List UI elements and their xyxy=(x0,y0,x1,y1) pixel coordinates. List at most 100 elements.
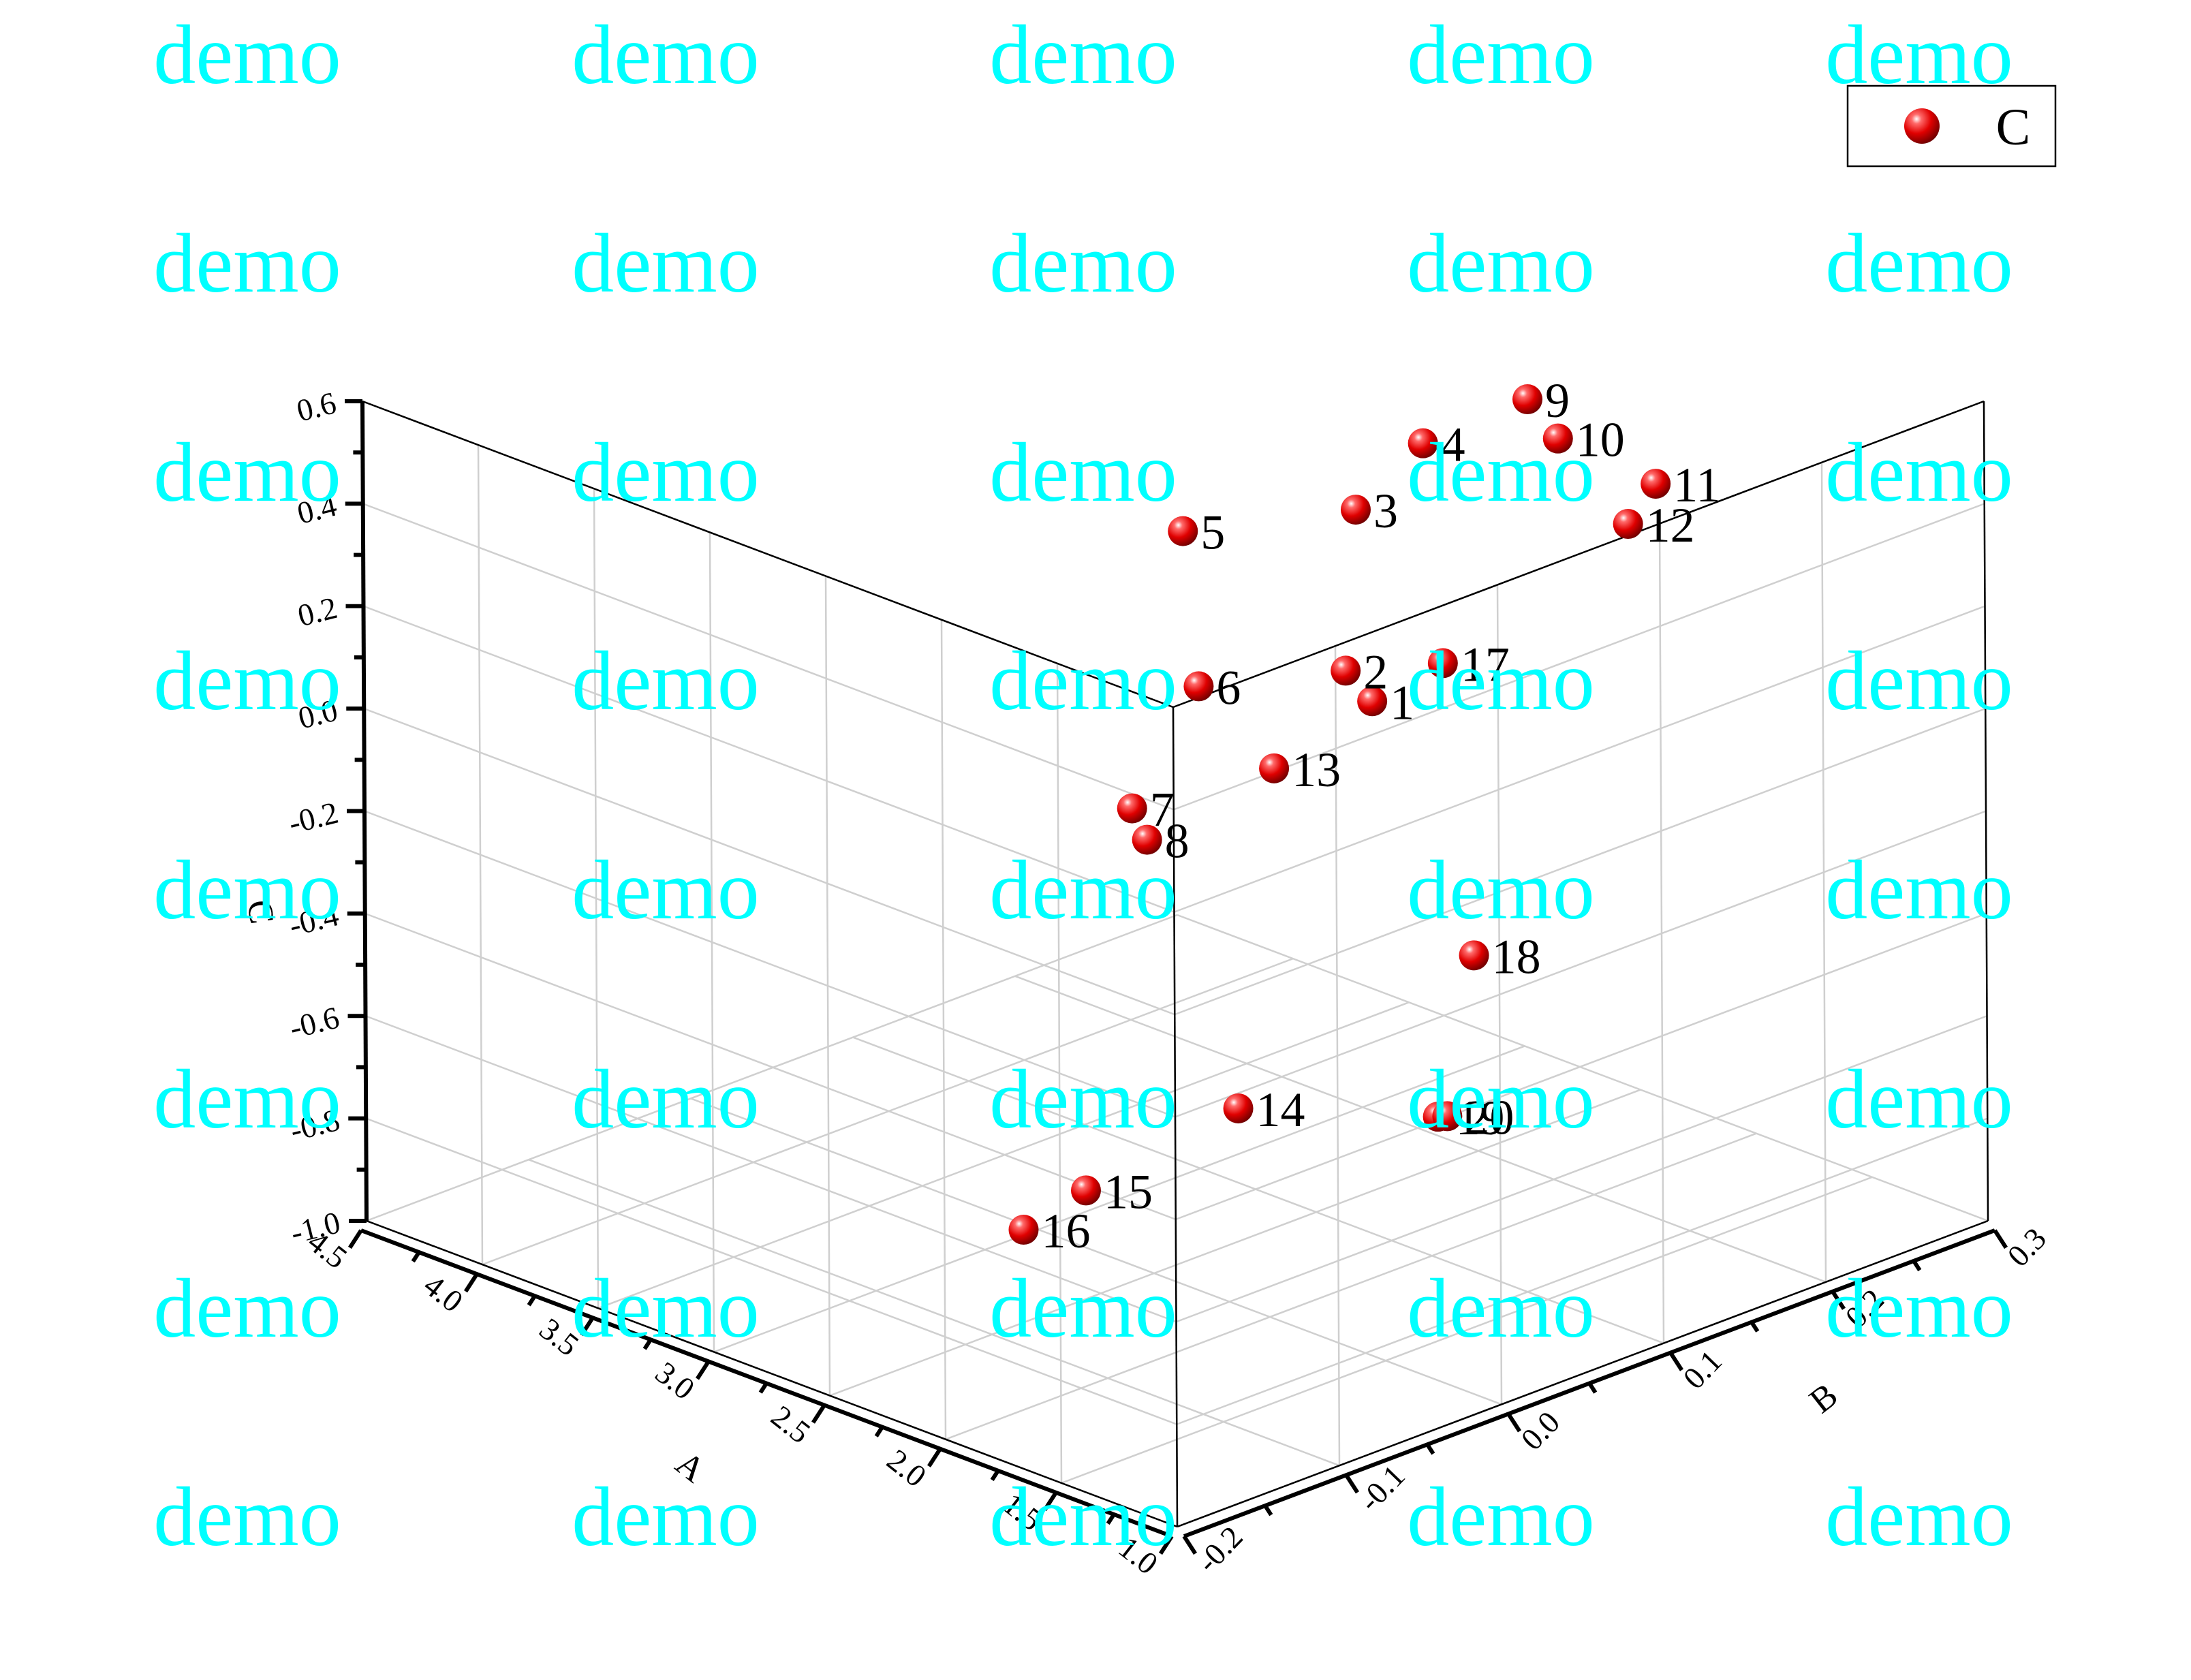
a-major-tick xyxy=(579,1316,595,1337)
b-major-tick xyxy=(1668,1351,1684,1371)
grid-line xyxy=(1014,975,1827,1283)
a-tick-label: 3.0 xyxy=(649,1355,702,1407)
grid-line xyxy=(482,957,1294,1266)
grid-line xyxy=(829,1089,1641,1397)
b-major-tick xyxy=(1831,1290,1846,1310)
box-edge xyxy=(1177,1219,1989,1528)
c-tick-label: -0.6 xyxy=(286,999,343,1045)
watermark-text: demo xyxy=(1407,843,1595,937)
watermark-text: demo xyxy=(572,1262,760,1355)
watermark-text: demo xyxy=(1825,843,2013,937)
box-edge xyxy=(1172,400,1985,709)
data-point-label: 10 xyxy=(1576,413,1625,467)
data-point xyxy=(1641,469,1671,499)
b-axis-title: B xyxy=(1803,1376,1845,1421)
b-major-tick xyxy=(1993,1229,2008,1249)
watermark-text: demo xyxy=(572,8,760,102)
grid-line xyxy=(1173,503,1985,811)
watermark-text: demo xyxy=(1407,426,1595,519)
b-tick-label: -0.1 xyxy=(1352,1458,1412,1518)
a-major-tick xyxy=(463,1273,479,1293)
watermark-text: demo xyxy=(153,843,341,937)
watermark-text: demo xyxy=(989,634,1177,728)
watermark-text: demo xyxy=(989,843,1177,937)
grid-line xyxy=(1176,1015,1987,1323)
b-minor-tick xyxy=(1912,1260,1922,1272)
b-minor-tick xyxy=(1587,1382,1598,1394)
grid-line xyxy=(363,707,1175,1016)
b-major-tick xyxy=(1182,1535,1198,1555)
data-point xyxy=(1512,384,1543,415)
a-minor-tick xyxy=(527,1294,537,1307)
watermark-text: demo xyxy=(1407,8,1595,102)
box-edge xyxy=(362,400,1174,709)
watermark-text: demo xyxy=(1825,1470,2013,1564)
b-minor-tick xyxy=(1425,1443,1435,1455)
a-minor-tick xyxy=(1106,1513,1116,1525)
data-point xyxy=(1357,686,1388,717)
data-point-label: 19 xyxy=(1456,1091,1505,1145)
grid-line xyxy=(362,503,1175,811)
watermark-text: demo xyxy=(989,1262,1177,1355)
grid-line xyxy=(1061,1176,1873,1484)
data-point xyxy=(1613,509,1643,540)
c-tick-label: 0.2 xyxy=(294,590,341,633)
watermark-text: demo xyxy=(153,1053,341,1146)
watermark-text: demo xyxy=(989,1053,1177,1146)
b-tick-label: 0.0 xyxy=(1514,1405,1567,1457)
data-point xyxy=(1168,516,1198,546)
a-tick-label: 4.0 xyxy=(418,1267,470,1319)
data-point-label: 15 xyxy=(1104,1164,1153,1219)
a-tick-label: 2.5 xyxy=(765,1399,818,1450)
watermark-text: demo xyxy=(1825,1053,2013,1146)
legend-label: C xyxy=(1996,99,2031,156)
data-point-label: 12 xyxy=(1646,498,1695,553)
grid-line xyxy=(597,1001,1410,1309)
grid-line xyxy=(528,1159,1340,1467)
watermarks: demo demo demo demo demo demo demo demo demo demo… xyxy=(153,8,2013,1564)
data-point xyxy=(1070,1175,1101,1206)
data-point xyxy=(1117,793,1147,824)
c-tick-label: 0.6 xyxy=(293,385,339,428)
data-point-label: 2 xyxy=(1363,644,1388,699)
data-point xyxy=(1223,1093,1254,1123)
watermark-text: demo xyxy=(572,426,760,519)
a-minor-tick xyxy=(758,1382,768,1394)
legend-box xyxy=(1846,84,2057,168)
data-point-label: 9 xyxy=(1545,373,1570,428)
grid-line xyxy=(364,810,1176,1118)
data-point-label: 4 xyxy=(1441,418,1465,472)
watermark-text: demo xyxy=(153,8,341,102)
watermark-text: demo xyxy=(1825,8,2013,102)
data-point-label: 6 xyxy=(1216,660,1241,715)
data-point-label: 3 xyxy=(1373,484,1398,538)
data-point xyxy=(1259,753,1290,783)
watermark-text: demo xyxy=(572,1053,760,1146)
watermark-text: demo xyxy=(1407,1470,1595,1564)
data-point xyxy=(1408,428,1438,458)
b-tick-label: 0.1 xyxy=(1677,1343,1729,1396)
grid-line xyxy=(365,1015,1177,1323)
grid-line xyxy=(1177,914,1989,1222)
data-point xyxy=(1132,824,1162,855)
a-major-tick xyxy=(1158,1535,1174,1555)
watermark-text: demo xyxy=(572,634,760,728)
box-edge xyxy=(1172,706,1179,1527)
a-major-tick xyxy=(927,1448,942,1467)
watermark-text: demo xyxy=(1407,1053,1595,1146)
watermark-text: demo xyxy=(1825,217,2013,310)
b-minor-tick xyxy=(1750,1321,1760,1333)
data-point-label: 1 xyxy=(1390,675,1414,730)
watermark-text: demo xyxy=(989,8,1177,102)
data-point-label: 5 xyxy=(1200,505,1225,560)
watermark-text: demo xyxy=(153,634,341,728)
grid-line xyxy=(945,1132,1757,1440)
grid-line xyxy=(366,914,1178,1222)
grid-line xyxy=(1174,605,1985,913)
data-point xyxy=(1427,648,1458,679)
watermark-text: demo xyxy=(989,426,1177,519)
data-point xyxy=(1331,655,1361,686)
watermark-text: demo xyxy=(572,1470,760,1564)
